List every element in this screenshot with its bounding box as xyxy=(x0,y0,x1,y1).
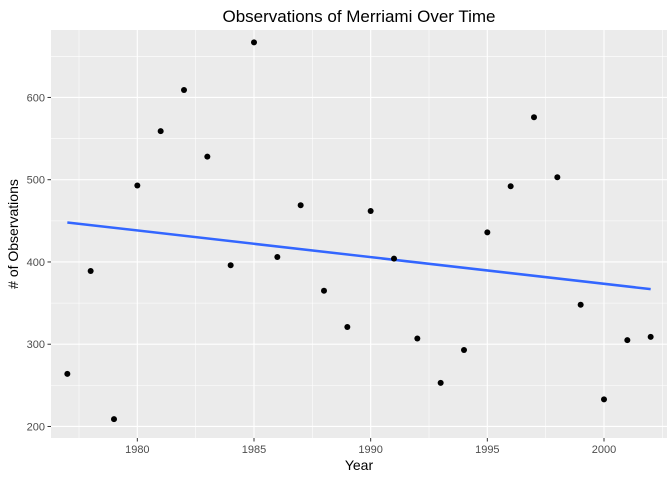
plot-panel xyxy=(51,30,667,438)
chart-title: Observations of Merriami Over Time xyxy=(222,7,495,26)
trend-line-layer xyxy=(67,221,651,291)
data-point xyxy=(204,153,211,160)
data-point xyxy=(484,229,491,236)
points-layer xyxy=(64,39,654,423)
grid-major xyxy=(51,30,667,438)
y-tick-label: 300 xyxy=(27,339,45,351)
data-point xyxy=(297,202,304,209)
y-tick-label: 400 xyxy=(27,257,45,269)
data-point xyxy=(251,39,257,46)
x-axis-title: Year xyxy=(345,457,374,473)
data-point xyxy=(64,370,71,377)
data-point xyxy=(624,337,631,344)
data-point xyxy=(227,262,234,269)
x-tick-label: 2000 xyxy=(592,444,616,456)
data-point xyxy=(554,174,561,181)
trend-line xyxy=(67,221,651,291)
data-point xyxy=(461,346,467,353)
data-point xyxy=(134,182,141,189)
y-tick-label: 200 xyxy=(27,421,45,433)
data-point xyxy=(181,87,187,94)
data-point xyxy=(157,128,164,135)
y-tick-label: 600 xyxy=(27,92,45,104)
data-point xyxy=(274,254,281,261)
y-tick-label: 500 xyxy=(27,175,45,187)
data-point xyxy=(437,379,444,386)
x-tick-label: 1980 xyxy=(125,444,149,456)
data-point xyxy=(577,301,584,308)
data-point xyxy=(507,183,514,190)
data-point xyxy=(367,207,374,214)
y-axis-ticks: 200 300 400 500 600 xyxy=(27,92,51,433)
data-point xyxy=(647,333,654,340)
data-point xyxy=(414,335,421,342)
data-point xyxy=(391,255,397,262)
x-tick-label: 1995 xyxy=(475,444,499,456)
data-point xyxy=(87,268,94,275)
x-axis-ticks: 1980 1985 1990 1995 2000 xyxy=(125,438,616,456)
data-point xyxy=(321,287,327,294)
data-point xyxy=(601,396,607,403)
y-axis-title: # of Observations xyxy=(5,179,21,289)
data-point xyxy=(344,323,351,330)
x-tick-label: 1985 xyxy=(242,444,266,456)
x-tick-label: 1990 xyxy=(358,444,382,456)
data-point xyxy=(111,416,117,423)
data-point xyxy=(531,114,537,121)
